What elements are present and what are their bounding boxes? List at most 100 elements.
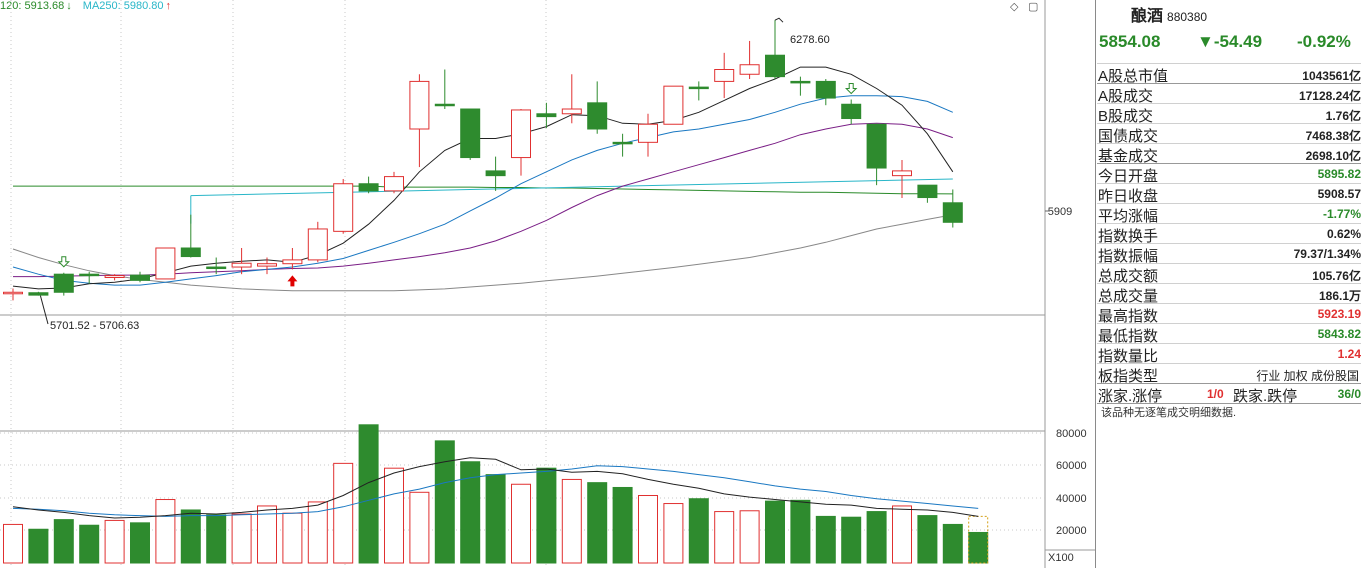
volume-bar <box>485 474 506 564</box>
vol-tick-0: 80000 <box>1056 428 1087 440</box>
volume-bar <box>866 511 887 564</box>
high-leader <box>774 17 784 23</box>
volume-bar <box>104 519 125 564</box>
volume-bar <box>511 483 531 564</box>
stat-value: 5923.19 <box>1317 307 1361 321</box>
stat-label: 总成交额 <box>1098 268 1159 285</box>
volume-bar <box>790 499 811 564</box>
stat-value: 1043561亿 <box>1302 69 1361 83</box>
volume-bar <box>79 524 100 564</box>
stat-row: 板指类型 行业 加权 成份股国 <box>1097 363 1361 385</box>
down-arrow-icon: ↓ <box>66 0 72 12</box>
volume-bar <box>917 515 938 564</box>
square-icon[interactable]: ▢ <box>1028 1 1039 13</box>
candle-body <box>3 291 23 295</box>
low-leader <box>39 295 49 325</box>
candle-body <box>206 266 227 270</box>
candle-body <box>866 123 887 169</box>
candle-body <box>841 103 862 120</box>
info-panel: 酿酒 880380 5854.08 ▼-54.49 -0.92% A股总市值 104… <box>1097 0 1361 568</box>
fall-value: 36/0 <box>1337 387 1361 401</box>
volume-bar <box>739 510 760 564</box>
stat-value: 17128.24亿 <box>1298 89 1361 103</box>
volume-bar <box>968 531 989 564</box>
candle-body <box>460 108 481 159</box>
stat-label: A股成交 <box>1098 88 1154 105</box>
candle-body <box>765 54 785 78</box>
stat-value: 0.62% <box>1326 227 1361 241</box>
buy-arrow-icon <box>287 275 298 287</box>
candle-body <box>53 273 74 293</box>
candle-body <box>561 108 582 115</box>
volume-bar <box>206 514 227 564</box>
volume-ma5-line <box>12 457 979 519</box>
vol-tick-3: 20000 <box>1056 525 1087 537</box>
volume-bar <box>307 501 328 564</box>
fall-label: 跌家.跌停 <box>1233 388 1298 405</box>
candle-body <box>917 184 938 199</box>
stats-bottom-line <box>1097 403 1361 404</box>
stat-value: 186.1万 <box>1318 289 1361 303</box>
candle-body <box>511 109 531 159</box>
candle-body <box>333 183 354 232</box>
ma120-label: 120: 5913.68 <box>0 0 65 12</box>
price-axis-label: 5909 <box>1048 206 1072 218</box>
candle-body <box>257 263 277 267</box>
volume-bar <box>282 512 303 564</box>
high-annotation: 6278.60 <box>790 34 830 46</box>
volume-bar <box>28 528 49 564</box>
volume-bar <box>358 424 379 564</box>
stat-label: B股成交 <box>1098 108 1154 125</box>
volume-bar <box>180 509 201 564</box>
volume-bar <box>333 462 354 564</box>
stat-label: 指数量比 <box>1098 348 1159 365</box>
stat-row: 最低指数 5843.82 <box>1097 323 1361 345</box>
stat-label: 指数振幅 <box>1098 248 1159 265</box>
candle-body <box>587 102 608 130</box>
candle-body <box>79 273 100 277</box>
stat-value: -1.77% <box>1322 207 1361 221</box>
security-title: 酿酒 880380 <box>1131 2 1207 26</box>
price-change-pct: -0.92% <box>1297 32 1351 51</box>
last-price: 5854.08 <box>1099 32 1161 51</box>
stat-row: 昨日收盘 5908.57 <box>1097 183 1361 205</box>
stat-label: 平均涨幅 <box>1098 208 1159 225</box>
stat-value: 5908.57 <box>1317 187 1361 201</box>
stat-row: 平均涨幅 -1.77% <box>1097 203 1361 225</box>
stat-row: A股总市值 1043561亿 <box>1097 63 1361 85</box>
volume-bar <box>3 523 23 564</box>
stat-row: 今日开盘 5895.82 <box>1097 163 1361 185</box>
stat-value: 5843.82 <box>1317 327 1361 341</box>
stat-value: 79.37/1.34% <box>1293 247 1361 261</box>
volume-bar <box>130 522 150 564</box>
diamond-icon[interactable]: ◇ <box>1010 1 1019 13</box>
stat-label: 最高指数 <box>1098 308 1159 325</box>
candle-body <box>384 176 404 192</box>
stat-label: 基金成交 <box>1098 148 1159 165</box>
stat-value: 行业 加权 成份股国 <box>1256 369 1359 383</box>
volume-bar <box>765 500 785 564</box>
candle-body <box>104 275 125 279</box>
volume-bar <box>231 513 252 564</box>
ma10-line <box>12 95 953 286</box>
vol-tick-2: 40000 <box>1056 493 1087 505</box>
price-change: ▼-54.49 <box>1197 32 1263 51</box>
volume-bar <box>460 461 481 564</box>
volume-bar <box>663 503 684 564</box>
volume-bar <box>688 498 709 564</box>
candle-body <box>892 170 912 177</box>
stat-label: A股总市值 <box>1098 68 1169 85</box>
stat-row: 指数量比 1.24 <box>1097 343 1361 365</box>
stat-row: 总成交额 105.76亿 <box>1097 263 1361 285</box>
ma120-line <box>13 185 953 195</box>
volume-bar <box>942 523 963 564</box>
stat-row: 最高指数 5923.19 <box>1097 303 1361 325</box>
candle-body <box>714 69 735 82</box>
candle-body <box>358 183 379 192</box>
stat-row: 指数振幅 79.37/1.34% <box>1097 243 1361 265</box>
stat-value: 2698.10亿 <box>1305 149 1361 163</box>
volume-bar <box>841 516 862 564</box>
limit-row: 涨家.涨停 1/0 跌家.跌停 36/0 <box>1097 383 1361 405</box>
chart-area[interactable]: 120: 5913.68 ↓ MA250: 5980.80 ↑ ◇ ▢ 5909 6… <box>0 0 1096 568</box>
volume-ma10-line <box>12 465 979 517</box>
